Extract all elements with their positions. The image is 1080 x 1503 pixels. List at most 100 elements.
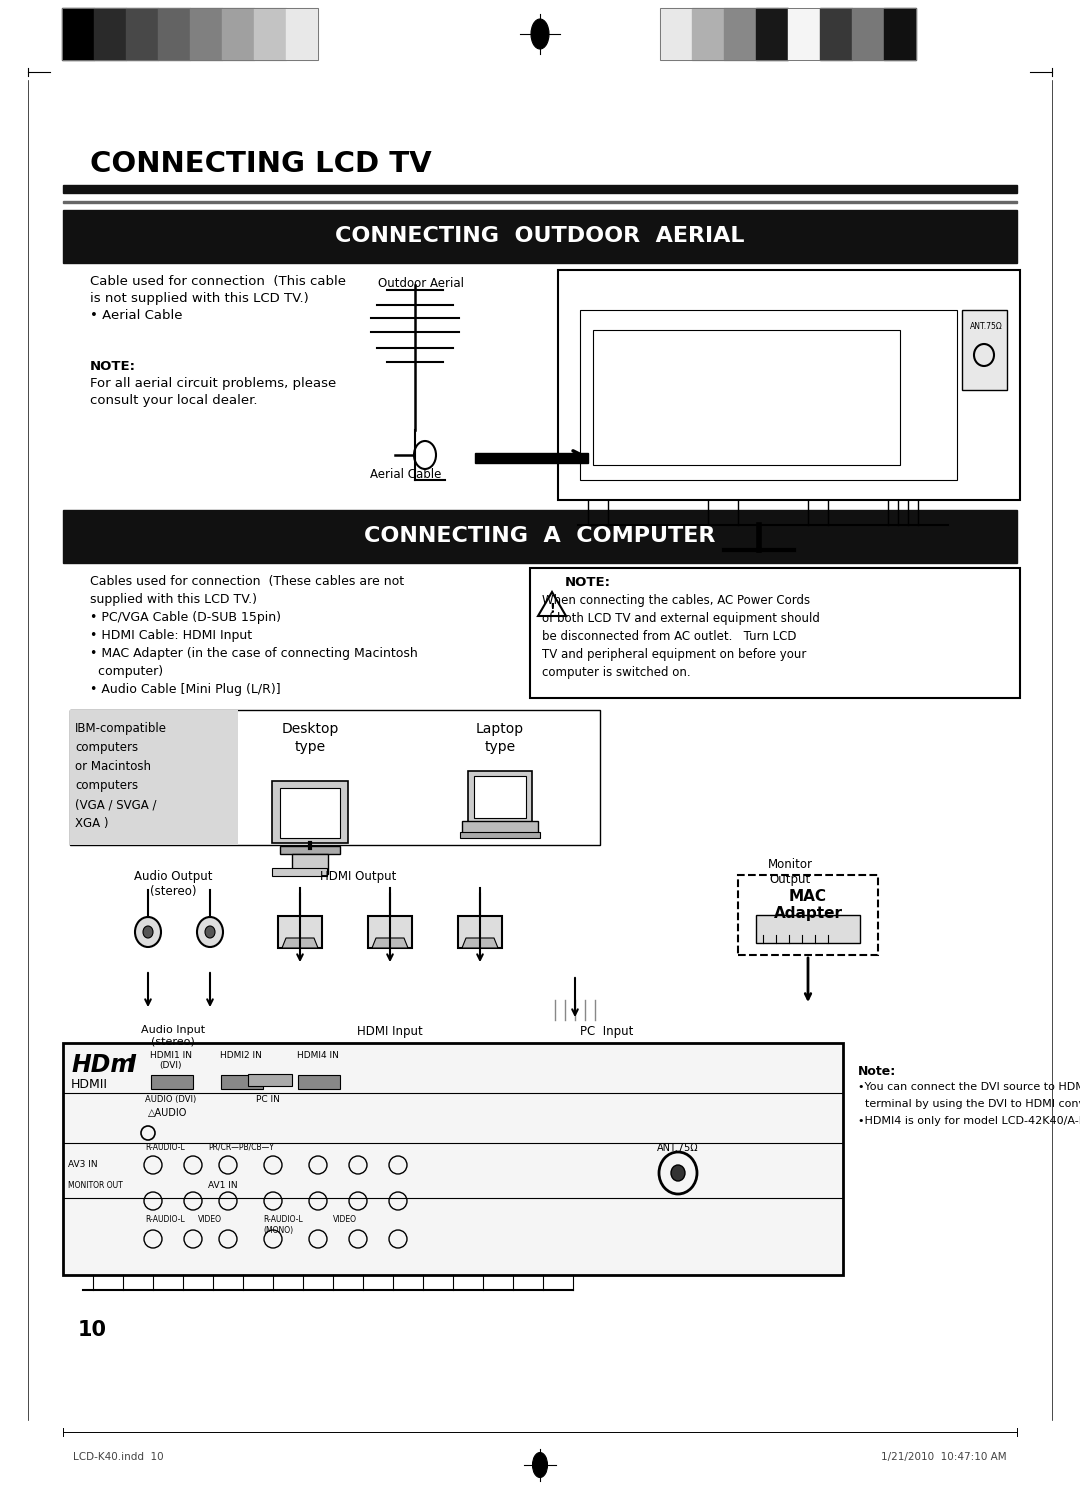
Bar bbox=[280, 846, 340, 854]
Text: supplied with this LCD TV.): supplied with this LCD TV.) bbox=[90, 594, 257, 606]
Bar bbox=[820, 8, 852, 60]
Bar bbox=[558, 271, 1020, 500]
Bar bbox=[292, 854, 328, 875]
Bar bbox=[63, 1043, 843, 1275]
Bar bbox=[660, 8, 916, 60]
Ellipse shape bbox=[135, 917, 161, 947]
Text: type: type bbox=[485, 739, 515, 755]
Bar bbox=[738, 875, 878, 954]
Text: VIDEO: VIDEO bbox=[198, 1214, 222, 1223]
Bar bbox=[593, 331, 900, 464]
Bar bbox=[272, 782, 348, 843]
Bar bbox=[756, 8, 788, 60]
Text: AV3 IN: AV3 IN bbox=[68, 1160, 97, 1169]
Bar bbox=[368, 915, 411, 948]
FancyArrowPatch shape bbox=[477, 451, 581, 460]
Ellipse shape bbox=[532, 1452, 548, 1477]
Text: (DVI): (DVI) bbox=[160, 1061, 183, 1070]
Text: Laptop: Laptop bbox=[476, 721, 524, 736]
Bar bbox=[286, 8, 318, 60]
Ellipse shape bbox=[205, 926, 215, 938]
Bar bbox=[660, 8, 692, 60]
Text: CONNECTING  A  COMPUTER: CONNECTING A COMPUTER bbox=[364, 526, 716, 546]
Text: LCD-K40.indd  10: LCD-K40.indd 10 bbox=[73, 1452, 164, 1462]
Text: (MONO): (MONO) bbox=[264, 1226, 293, 1235]
Text: • PC/VGA Cable (D-SUB 15pin): • PC/VGA Cable (D-SUB 15pin) bbox=[90, 612, 281, 624]
Text: HDMI2 IN: HDMI2 IN bbox=[220, 1051, 262, 1060]
Text: VIDEO: VIDEO bbox=[333, 1214, 357, 1223]
Text: HDMII: HDMII bbox=[71, 1078, 108, 1091]
Bar bbox=[580, 310, 957, 479]
Text: AV1 IN: AV1 IN bbox=[208, 1181, 238, 1190]
Text: HDm: HDm bbox=[71, 1054, 135, 1078]
Bar bbox=[221, 1075, 264, 1090]
Text: • Aerial Cable: • Aerial Cable bbox=[90, 310, 183, 322]
Text: IBM-compatible
computers
or Macintosh
computers
(VGA / SVGA /
XGA ): IBM-compatible computers or Macintosh co… bbox=[75, 721, 167, 830]
Text: Note:: Note: bbox=[858, 1066, 896, 1078]
Polygon shape bbox=[372, 938, 408, 948]
Text: I: I bbox=[129, 1054, 137, 1078]
Text: terminal by using the DVI to HDMI converter.: terminal by using the DVI to HDMI conver… bbox=[858, 1099, 1080, 1109]
Bar bbox=[278, 915, 322, 948]
Text: • HDMI Cable: HDMI Input: • HDMI Cable: HDMI Input bbox=[90, 628, 252, 642]
Bar bbox=[458, 915, 502, 948]
Ellipse shape bbox=[671, 1165, 685, 1181]
Bar bbox=[190, 8, 222, 60]
Text: PR/CR—PB/CB—Y: PR/CR—PB/CB—Y bbox=[208, 1142, 274, 1151]
Ellipse shape bbox=[143, 926, 153, 938]
Text: • MAC Adapter (in the case of connecting Macintosh: • MAC Adapter (in the case of connecting… bbox=[90, 646, 418, 660]
Bar bbox=[62, 8, 318, 60]
Bar bbox=[462, 821, 538, 833]
Text: R-AUDIO-L: R-AUDIO-L bbox=[264, 1214, 302, 1223]
Text: Cable used for connection  (This cable: Cable used for connection (This cable bbox=[90, 275, 346, 289]
Text: R-AUDIO-L: R-AUDIO-L bbox=[145, 1214, 185, 1223]
Text: 10: 10 bbox=[78, 1320, 107, 1341]
Text: HDMI Input: HDMI Input bbox=[357, 1025, 423, 1039]
Bar bbox=[852, 8, 885, 60]
Text: ANT.75Ω: ANT.75Ω bbox=[658, 1142, 699, 1153]
Bar bbox=[298, 1075, 340, 1090]
Text: Aerial Cable: Aerial Cable bbox=[370, 467, 442, 481]
Bar bbox=[62, 8, 94, 60]
Bar bbox=[468, 771, 532, 824]
Text: NOTE:: NOTE: bbox=[90, 361, 136, 373]
Text: is not supplied with this LCD TV.): is not supplied with this LCD TV.) bbox=[90, 292, 309, 305]
Polygon shape bbox=[462, 938, 498, 948]
Bar bbox=[254, 8, 286, 60]
Text: Outdoor Aerial: Outdoor Aerial bbox=[378, 277, 464, 290]
Text: R-AUDIO-L: R-AUDIO-L bbox=[145, 1142, 185, 1151]
Bar bbox=[475, 452, 588, 463]
Text: type: type bbox=[295, 739, 325, 755]
Bar bbox=[756, 915, 860, 942]
Text: HDMI4 IN: HDMI4 IN bbox=[297, 1051, 339, 1060]
Bar bbox=[94, 8, 126, 60]
Text: !: ! bbox=[549, 601, 555, 615]
Bar bbox=[70, 709, 238, 845]
Bar bbox=[248, 1075, 292, 1087]
Text: Monitor
Output: Monitor Output bbox=[768, 858, 812, 885]
Text: HDMI1 IN: HDMI1 IN bbox=[150, 1051, 192, 1060]
Text: computer is switched on.: computer is switched on. bbox=[542, 666, 690, 679]
Bar bbox=[151, 1075, 193, 1090]
Text: TV and peripheral equipment on before your: TV and peripheral equipment on before yo… bbox=[542, 648, 807, 661]
Text: computer): computer) bbox=[90, 664, 163, 678]
Bar bbox=[63, 510, 1017, 564]
Text: For all aerial circuit problems, please: For all aerial circuit problems, please bbox=[90, 377, 336, 389]
Text: CONNECTING  OUTDOOR  AERIAL: CONNECTING OUTDOOR AERIAL bbox=[335, 225, 745, 246]
Text: MONITOR OUT: MONITOR OUT bbox=[68, 1181, 123, 1190]
Bar bbox=[885, 8, 916, 60]
Bar bbox=[63, 210, 1017, 263]
Text: Desktop: Desktop bbox=[281, 721, 339, 736]
Bar bbox=[158, 8, 190, 60]
Bar bbox=[788, 8, 820, 60]
Text: •HDMI4 is only for model LCD-42K40/A-HD.: •HDMI4 is only for model LCD-42K40/A-HD. bbox=[858, 1117, 1080, 1126]
Ellipse shape bbox=[531, 20, 549, 50]
Ellipse shape bbox=[197, 917, 222, 947]
Text: MAC
Adapter: MAC Adapter bbox=[773, 888, 842, 921]
Bar bbox=[63, 185, 1017, 192]
Text: Cables used for connection  (These cables are not: Cables used for connection (These cables… bbox=[90, 576, 404, 588]
Bar bbox=[724, 8, 756, 60]
Text: Audio Input
(stereo): Audio Input (stereo) bbox=[140, 1025, 205, 1046]
Text: •You can connect the DVI source to HDMI input: •You can connect the DVI source to HDMI … bbox=[858, 1082, 1080, 1093]
Polygon shape bbox=[282, 938, 318, 948]
